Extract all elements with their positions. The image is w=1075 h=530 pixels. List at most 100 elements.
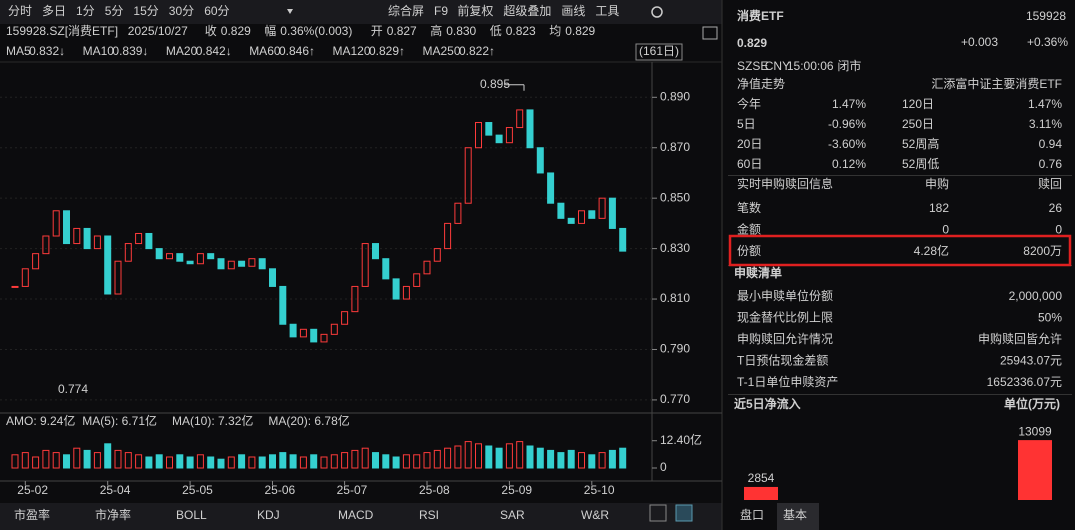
quote-info: 幅	[264, 23, 276, 38]
volume-bar	[361, 447, 369, 469]
quote-info: 低	[490, 24, 502, 38]
period-tab[interactable]: 5分	[105, 4, 124, 18]
ma-value: 0.829↑	[369, 44, 405, 58]
candle	[444, 222, 452, 250]
candle	[227, 260, 235, 270]
tool-button[interactable]: F9	[434, 4, 448, 18]
market-meta: CNY	[765, 59, 790, 73]
period-tab[interactable]: 60分	[204, 4, 229, 18]
volume-bar	[619, 447, 627, 469]
ma-name: MA20	[166, 44, 198, 58]
quote-info: 0.36%(0.003)	[280, 24, 352, 38]
row-label: T日预估现金差额	[737, 353, 828, 368]
volume-bar	[578, 452, 585, 469]
market-meta: SZSE	[737, 59, 768, 73]
candle	[557, 202, 565, 219]
indicator-tab[interactable]: W&R	[581, 508, 609, 522]
security-name: 消费ETF	[737, 8, 784, 23]
column-head: 赎回	[1038, 177, 1062, 191]
ma-value: 0.839↓	[112, 44, 148, 58]
candle	[63, 210, 70, 245]
panel-tab[interactable]: 盘口	[740, 507, 764, 522]
period-tab[interactable]: 30分	[169, 4, 194, 18]
volume-bar	[299, 456, 307, 469]
indicator-tab[interactable]: RSI	[419, 508, 439, 522]
volume-bar	[21, 452, 29, 469]
candle	[485, 122, 493, 136]
candle	[196, 253, 204, 265]
candle	[310, 328, 318, 343]
tool-button[interactable]: 超级叠加	[503, 3, 551, 18]
period-tab[interactable]: 15分	[133, 4, 158, 18]
volume-legend: MA(10): 7.32亿	[172, 413, 253, 428]
candle	[176, 253, 184, 262]
tool-button[interactable]: 综合屏	[388, 3, 424, 18]
ma-value: 0.846↑	[279, 44, 315, 58]
row-value: 2,000,000	[1009, 289, 1063, 303]
stat-label: 5日	[737, 117, 756, 131]
volume-bar	[526, 445, 534, 469]
dropdown-icon[interactable]	[287, 9, 293, 14]
tool-button[interactable]: 前复权	[457, 3, 493, 18]
volume-bar	[217, 458, 225, 469]
wp-icon[interactable]	[702, 26, 718, 40]
stat-value: 1.47%	[832, 97, 866, 111]
volume-bar	[104, 443, 112, 469]
row-label: 金额	[737, 222, 761, 237]
period-tab[interactable]: 1分	[76, 4, 95, 18]
y-tick-label: 0	[660, 460, 667, 474]
candle	[351, 285, 359, 313]
volume-bar	[536, 447, 544, 469]
volume-bar	[238, 454, 246, 469]
days-box	[635, 43, 683, 61]
collapse-button[interactable]	[675, 504, 693, 522]
stat-label: 120日	[902, 97, 934, 111]
security-code: 159928	[1026, 9, 1066, 23]
volume-bar	[330, 454, 338, 469]
row-value: 8200万	[1023, 244, 1062, 258]
annotation-label: 0.895	[480, 77, 510, 91]
row-label: T-1日单位申赎资产	[737, 374, 838, 389]
y-tick-label: 0.790	[660, 342, 690, 356]
candle	[114, 260, 122, 295]
row-value: 1652336.07元	[987, 375, 1062, 389]
panel-tab[interactable]: 基本	[783, 508, 807, 522]
period-tab[interactable]: 分时	[8, 4, 32, 18]
volume-bar	[83, 449, 91, 469]
market-meta: 15:00:06	[787, 59, 834, 73]
candle	[433, 248, 441, 262]
indicator-tab[interactable]: 市盈率	[14, 507, 50, 522]
candle	[526, 109, 534, 149]
price-change-pct: +0.36%	[1027, 35, 1068, 49]
stat-value: -3.60%	[828, 137, 866, 151]
period-tab[interactable]: 多日	[42, 4, 66, 18]
volume-bar	[423, 452, 431, 469]
quote-info: 0.830	[446, 24, 476, 38]
tool-button[interactable]: 工具	[595, 4, 619, 18]
tool-button[interactable]: 画线	[561, 4, 585, 18]
separator	[728, 394, 1072, 395]
candle	[392, 278, 400, 300]
row-label: 最小申赎单位份额	[737, 288, 833, 303]
add-button[interactable]	[649, 504, 667, 522]
indicator-tab[interactable]: KDJ	[257, 508, 280, 522]
indicator-tab[interactable]: MACD	[338, 508, 374, 522]
column-head: 申购	[925, 176, 949, 191]
quote-info: 0.829	[565, 24, 595, 38]
volume-bar	[588, 454, 596, 469]
ma-value: 0.832↓	[29, 44, 65, 58]
x-tick-label: 25-07	[337, 483, 368, 497]
volume-bar	[608, 449, 616, 469]
volume-bar	[248, 456, 256, 469]
ma-name: MA5	[6, 44, 31, 58]
indicator-tab[interactable]: BOLL	[176, 508, 207, 522]
indicator-tab[interactable]: SAR	[500, 508, 525, 522]
price-change: +0.003	[961, 35, 998, 49]
row-label: 笔数	[737, 200, 761, 215]
quote-info: 收	[205, 24, 217, 38]
candle	[547, 172, 555, 204]
indicator-tab[interactable]: 市净率	[95, 507, 131, 522]
candle	[104, 235, 112, 295]
settings-icon[interactable]	[651, 6, 663, 18]
volume-bar	[310, 454, 318, 469]
